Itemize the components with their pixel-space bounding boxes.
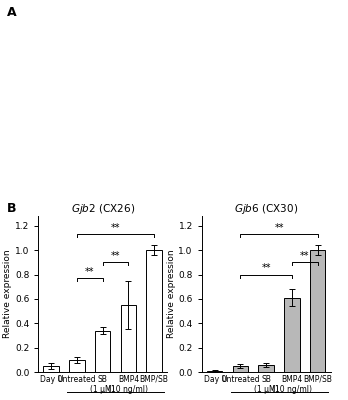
Text: B: B (7, 202, 16, 215)
Text: **: ** (274, 223, 284, 233)
Bar (207, 370, 222, 372)
Text: **: ** (111, 223, 120, 233)
Bar (259, 365, 274, 372)
Title: $\mathit{Gjb2}$ (CX26): $\mathit{Gjb2}$ (CX26) (71, 202, 135, 216)
Text: A: A (7, 6, 17, 19)
Title: $\mathit{Gjb6}$ (CX30): $\mathit{Gjb6}$ (CX30) (234, 202, 298, 216)
Text: **: ** (300, 251, 310, 261)
Text: **: ** (261, 263, 271, 273)
Bar (95, 330, 110, 372)
Y-axis label: Relative expression: Relative expression (3, 250, 12, 338)
Bar (233, 366, 248, 372)
Text: **: ** (85, 267, 95, 277)
Bar (69, 360, 85, 372)
Y-axis label: Relative expression: Relative expression (167, 250, 176, 338)
Bar (310, 250, 325, 372)
Text: **: ** (111, 251, 120, 261)
Bar (147, 250, 162, 372)
Bar (121, 305, 136, 372)
Bar (284, 298, 300, 372)
Bar (44, 366, 59, 372)
